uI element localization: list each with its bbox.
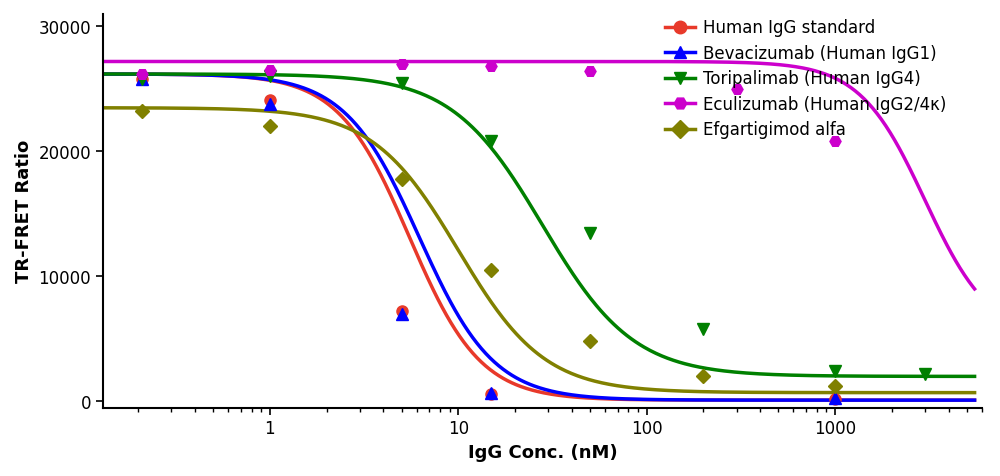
Efgartigimod alfa	[584, 339, 596, 345]
Eculizumab (Human IgG2/4κ)	[264, 68, 276, 74]
Efgartigimod alfa	[829, 384, 841, 389]
Line: Toripalimab (Human IgG4): Toripalimab (Human IgG4)	[137, 72, 931, 380]
Toripalimab (Human IgG4)	[919, 371, 931, 377]
Line: Bevacizumab (Human IgG1): Bevacizumab (Human IgG1)	[137, 74, 841, 403]
Toripalimab (Human IgG4)	[584, 230, 596, 236]
Human IgG standard	[485, 391, 497, 397]
Eculizumab (Human IgG2/4κ)	[136, 72, 148, 78]
Toripalimab (Human IgG4)	[136, 77, 148, 83]
Efgartigimod alfa	[136, 109, 148, 115]
Eculizumab (Human IgG2/4κ)	[396, 62, 408, 68]
X-axis label: IgG Conc. (nM): IgG Conc. (nM)	[468, 443, 617, 461]
Toripalimab (Human IgG4)	[396, 81, 408, 87]
Efgartigimod alfa	[485, 268, 497, 274]
Human IgG standard	[396, 309, 408, 315]
Bevacizumab (Human IgG1)	[485, 390, 497, 396]
Efgartigimod alfa	[264, 124, 276, 130]
Eculizumab (Human IgG2/4κ)	[584, 69, 596, 75]
Line: Human IgG standard: Human IgG standard	[137, 74, 841, 405]
Toripalimab (Human IgG4)	[697, 327, 709, 332]
Eculizumab (Human IgG2/4κ)	[829, 139, 841, 145]
Bevacizumab (Human IgG1)	[396, 311, 408, 317]
Toripalimab (Human IgG4)	[264, 74, 276, 80]
Human IgG standard	[829, 396, 841, 402]
Toripalimab (Human IgG4)	[829, 369, 841, 375]
Y-axis label: TR-FRET Ratio: TR-FRET Ratio	[15, 140, 33, 283]
Efgartigimod alfa	[697, 374, 709, 379]
Toripalimab (Human IgG4)	[485, 139, 497, 145]
Legend: Human IgG standard, Bevacizumab (Human IgG1), Toripalimab (Human IgG4), Eculizum: Human IgG standard, Bevacizumab (Human I…	[665, 20, 947, 139]
Efgartigimod alfa	[396, 177, 408, 182]
Human IgG standard	[136, 77, 148, 83]
Eculizumab (Human IgG2/4κ)	[731, 87, 743, 93]
Line: Eculizumab (Human IgG2/4κ): Eculizumab (Human IgG2/4κ)	[137, 60, 841, 148]
Eculizumab (Human IgG2/4κ)	[485, 64, 497, 70]
Bevacizumab (Human IgG1)	[136, 77, 148, 83]
Bevacizumab (Human IgG1)	[264, 102, 276, 108]
Human IgG standard	[264, 98, 276, 104]
Bevacizumab (Human IgG1)	[829, 395, 841, 401]
Line: Efgartigimod alfa: Efgartigimod alfa	[137, 108, 840, 391]
